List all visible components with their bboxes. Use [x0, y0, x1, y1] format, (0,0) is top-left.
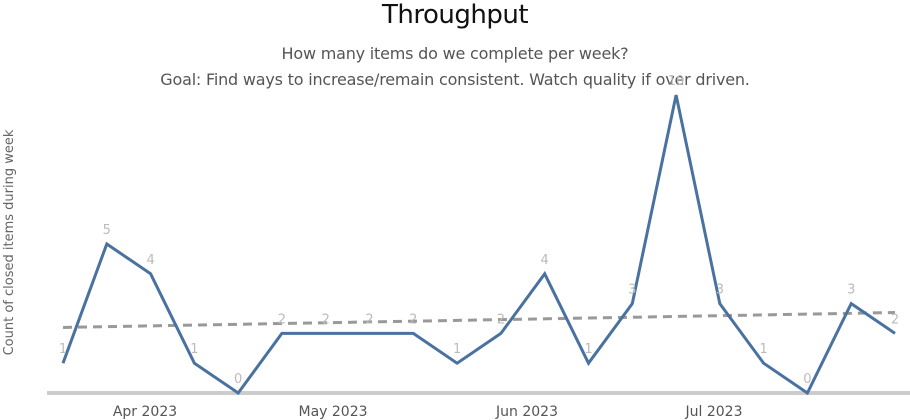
data-label: 1	[759, 342, 767, 357]
data-label: 3	[847, 283, 855, 298]
data-label: 2	[409, 312, 417, 327]
chart-subtitle-goal: Goal: Find ways to increase/remain consi…	[160, 70, 750, 89]
data-label: 3	[628, 283, 636, 298]
data-label: 4	[541, 253, 549, 268]
data-label: 2	[278, 312, 286, 327]
data-label: 10	[668, 74, 685, 89]
data-label: 4	[146, 253, 154, 268]
data-label: 1	[584, 342, 592, 357]
data-label: 2	[322, 312, 330, 327]
data-label: 0	[234, 372, 242, 387]
data-label: 1	[59, 342, 67, 357]
x-axis-ticks: Apr 2023 May 2023 Jun 2023 Jul 2023	[113, 404, 743, 420]
data-label: 2	[891, 312, 899, 327]
data-label: 2	[497, 312, 505, 327]
data-label: 3	[716, 283, 724, 298]
data-label: 2	[365, 312, 373, 327]
data-label: 1	[190, 342, 198, 357]
x-tick-label: Jun 2023	[495, 404, 558, 420]
throughput-series	[61, 94, 896, 396]
chart-title: Throughput	[381, 0, 529, 30]
data-label: 5	[103, 223, 111, 238]
trend-line	[62, 311, 896, 329]
data-label: 1	[453, 342, 461, 357]
x-tick-label: Apr 2023	[113, 404, 177, 420]
x-tick-label: May 2023	[298, 404, 367, 420]
data-label: 0	[803, 372, 811, 387]
chart-subtitle-question: How many items do we complete per week?	[281, 44, 629, 63]
x-tick-label: Jul 2023	[685, 404, 743, 420]
